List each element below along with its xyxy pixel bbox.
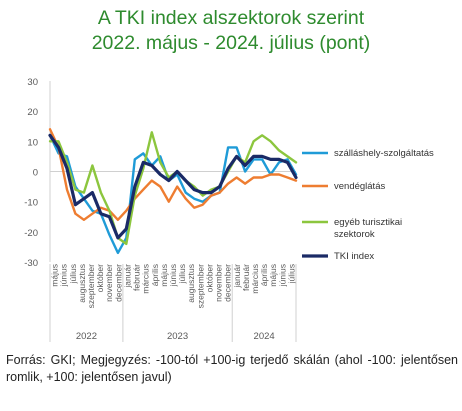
x-tick-label: május: [50, 264, 60, 287]
y-tick-label: 0: [33, 168, 38, 179]
x-tick-label: szeptember: [195, 264, 205, 309]
series-line: [48, 131, 298, 246]
y-tick-label: -10: [24, 198, 38, 209]
x-tick-label: január: [122, 264, 132, 289]
x-tick-label: december: [223, 264, 233, 302]
y-tick-label: 10: [27, 137, 38, 148]
x-tick-label: március: [141, 264, 151, 294]
legend-label: szálláshely-szolgáltatás: [334, 148, 434, 159]
x-tick-label: november: [104, 264, 114, 302]
chart-title-line-2: 2022. május - 2024. július (pont): [91, 32, 371, 54]
x-tick-label: január: [232, 264, 242, 289]
x-tick-label: június: [168, 264, 178, 287]
x-tick-label: április: [259, 264, 269, 286]
series-line: [48, 128, 298, 222]
chart-title-line-1: A TKI index alszektorok szerint: [97, 7, 365, 29]
chart-title: A TKI index alszektorok szerint 2022. má…: [0, 6, 462, 56]
year-label: 2022: [76, 331, 97, 342]
source-note: Forrás: GKI; Megjegyzés: -100-tól +100-i…: [6, 353, 458, 384]
x-tick-label: június: [277, 264, 287, 287]
x-tick-label: november: [214, 264, 224, 302]
x-tick-label: december: [113, 264, 123, 302]
year-label: 2023: [167, 331, 188, 342]
x-tick-label: május: [159, 264, 169, 287]
x-tick-label: június: [59, 264, 69, 287]
x-tick-label: május: [268, 264, 278, 287]
x-tick-label: július: [68, 264, 78, 284]
series-line: [48, 133, 298, 240]
x-tick-label: július: [286, 264, 296, 284]
y-tick-label: 30: [27, 77, 38, 88]
year-label: 2024: [254, 331, 275, 342]
x-tick-label: október: [204, 264, 214, 293]
x-tick-label: július: [177, 264, 187, 284]
y-tick-label: -20: [24, 228, 38, 239]
x-tick-label: április: [150, 264, 160, 286]
x-tick-label: szeptember: [86, 264, 96, 309]
x-tick-label: augusztus: [186, 264, 196, 303]
x-tick-label: augusztus: [77, 264, 87, 303]
x-tick-label: március: [250, 264, 260, 294]
y-tick-label: 20: [27, 107, 38, 118]
x-tick-label: február: [132, 264, 142, 291]
x-tick-label: február: [241, 264, 251, 291]
legend-label: egyéb turisztikai szektorok: [334, 217, 402, 240]
legend-label: TKI index: [334, 251, 374, 262]
x-tick-label: október: [95, 264, 105, 293]
y-tick-label: -30: [24, 258, 38, 269]
legend-label: vendéglátás: [334, 181, 385, 192]
